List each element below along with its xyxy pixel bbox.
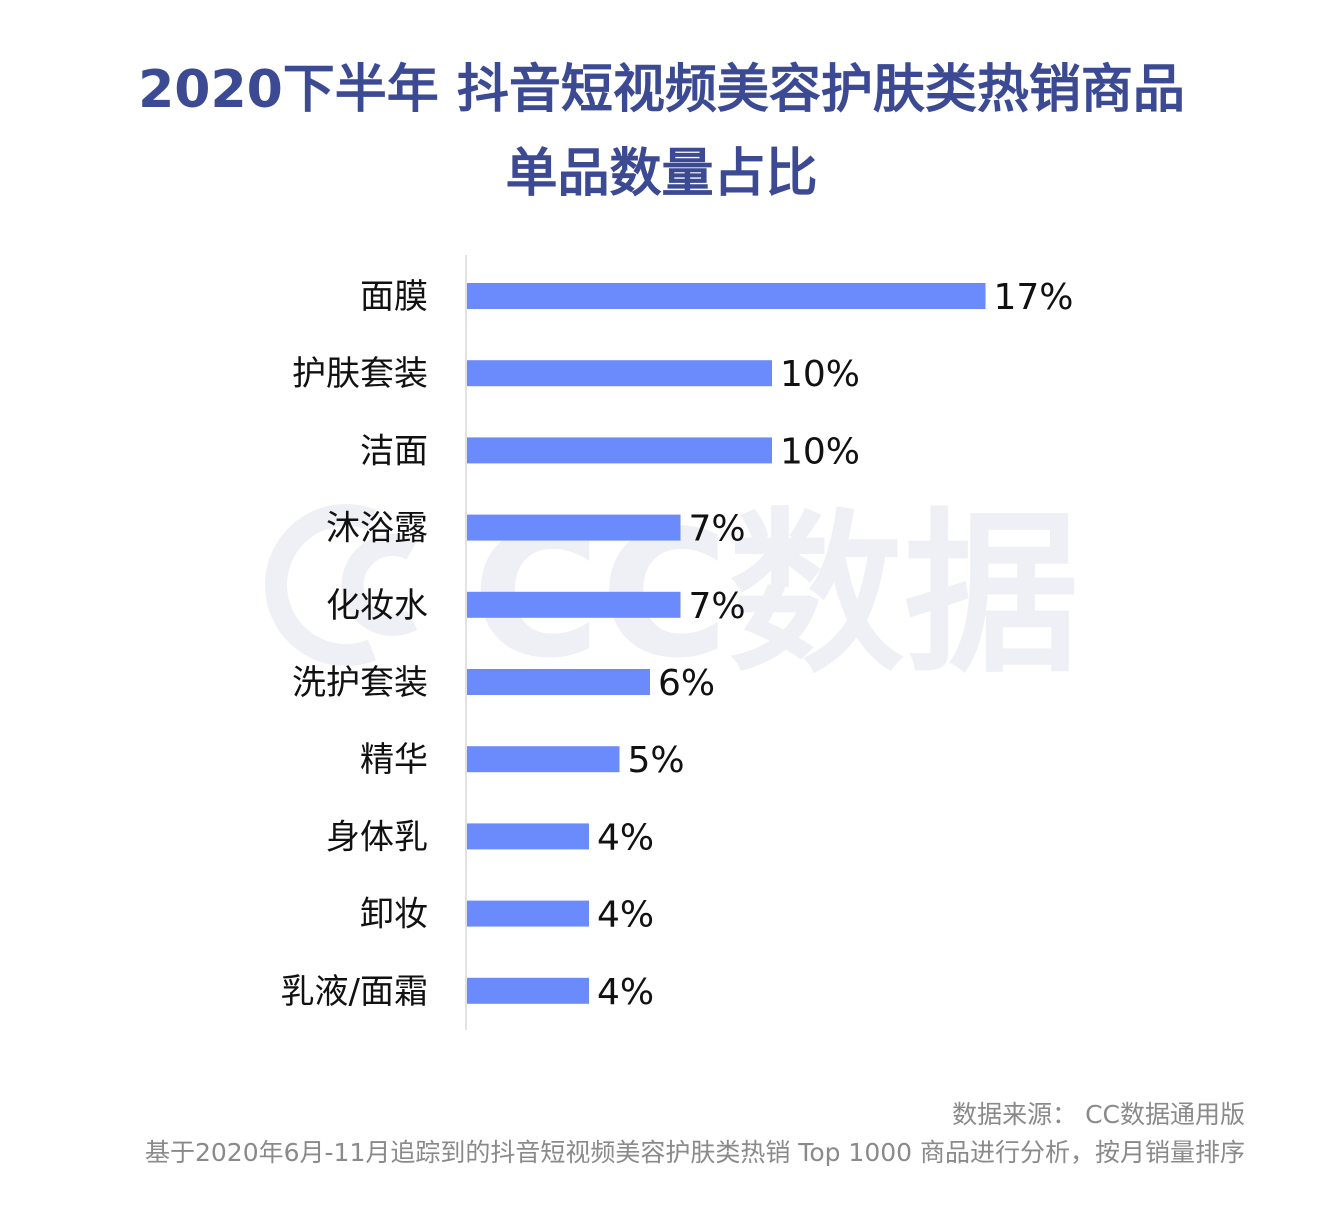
category-label: 沐浴露 [326,509,428,549]
category-label: 身体乳 [326,817,428,857]
value-label: 5% [628,740,685,781]
bar [467,669,650,695]
category-label: 化妆水 [326,586,428,626]
footnote: 基于2020年6月-11月追踪到的抖音短视频美容护肤类热销 Top 1000 商… [144,1138,1245,1167]
cc-logo-icon [265,504,418,666]
bar [467,746,620,773]
bar [467,591,681,618]
value-label: 7% [689,509,746,550]
bar [467,360,772,387]
value-label: 10% [780,354,860,395]
value-label: 7% [689,586,746,627]
category-label: 洗护套装 [292,663,428,703]
value-label: 4% [597,895,654,936]
value-label: 4% [597,817,654,858]
chart-title-line1: 2020下半年 抖音短视频美容护肤类热销商品 [138,60,1185,120]
bar [467,823,589,850]
category-label: 面膜 [360,277,428,317]
value-label: 17% [994,277,1074,318]
value-label: 10% [780,431,860,472]
bars-layer: 面膜 17% 护肤套装 10% 洁面 10% 沐浴露 7% 化妆水 7% 洗护套装 6% 精华 5% 身体乳… [281,255,1074,1030]
bar [467,437,772,464]
value-label: 6% [658,663,715,704]
category-label: 洁面 [360,431,428,471]
bar [467,514,681,541]
bar [467,283,986,309]
bar [467,977,589,1004]
value-label: 4% [597,972,654,1013]
data-source: 数据来源： CC数据通用版 [952,1100,1245,1129]
category-label: 卸妆 [360,895,428,935]
category-label: 精华 [360,740,428,780]
bar-chart: 面膜 17% 护肤套装 10% 洁面 10% 沐浴露 7% 化妆水 7% 洗护套装 6% 精华 5% 身体乳… [281,255,1074,1030]
category-label: 护肤套装 [292,354,428,394]
chart-title-line2: 单品数量占比 [505,144,818,204]
category-label: 乳液/面霜 [281,972,428,1012]
bar [467,900,589,927]
